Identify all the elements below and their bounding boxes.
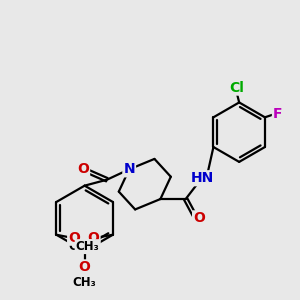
Text: CH₃: CH₃	[73, 276, 97, 289]
Text: O: O	[77, 162, 89, 176]
Text: O: O	[68, 231, 80, 245]
Text: HN: HN	[190, 171, 214, 185]
Text: CH₃: CH₃	[76, 240, 99, 253]
Text: O: O	[88, 231, 100, 245]
Text: N: N	[123, 162, 135, 176]
Text: F: F	[273, 107, 282, 121]
Text: Cl: Cl	[229, 81, 244, 94]
Text: O: O	[79, 260, 91, 274]
Text: O: O	[193, 212, 205, 225]
Text: CH₃: CH₃	[68, 240, 92, 253]
